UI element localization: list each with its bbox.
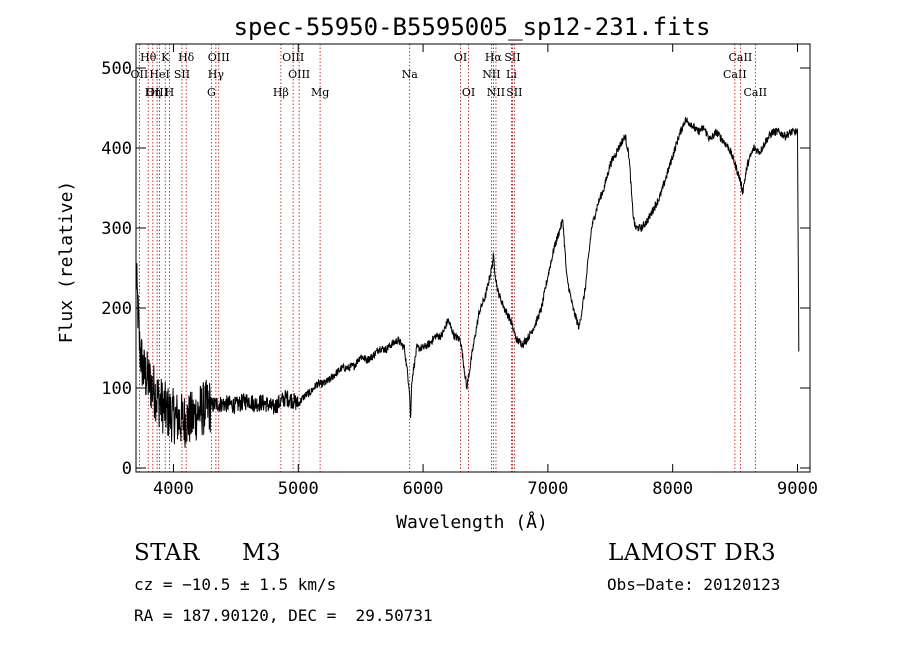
y-tick-label: 100 (101, 379, 132, 399)
line-marker-label: OIII (288, 68, 310, 81)
line-marker-label: OIII (146, 86, 168, 99)
obs-date: Obs−Date: 20120123 (607, 575, 781, 594)
chart-title: spec-55950-B5595005_sp12-231.fits (234, 13, 711, 41)
plot-frame (135, 43, 811, 473)
series-layer (135, 116, 800, 448)
line-marker-label: Na (402, 68, 419, 81)
line-marker-label: Hγ (208, 68, 225, 81)
y-tick-label: 0 (122, 459, 132, 479)
line-marker-label: CaII (723, 68, 747, 81)
line-marker-label: SII (174, 68, 190, 81)
x-tick-label: 8000 (652, 479, 693, 499)
line-marker-label: OI (454, 51, 467, 64)
x-tick-label: 6000 (403, 479, 444, 499)
line-marker-label: Mg (311, 86, 329, 99)
line-marker-label: Hδ (178, 51, 195, 64)
y-tick-label: 300 (101, 219, 132, 239)
line-marker-label: SII (504, 51, 520, 64)
object-subclass: M3 (242, 540, 282, 566)
coordinates: RA = 187.90120, DEC = 29.50731 (134, 606, 433, 625)
x-tick-label: 9000 (777, 479, 818, 499)
x-axis-label: Wavelength (Å) (396, 511, 548, 533)
line-marker-label: CaII (729, 51, 753, 64)
line-marker-label: Li (506, 68, 517, 81)
line-marker-label: CaII (743, 86, 767, 99)
line-marker-label: G (207, 86, 216, 99)
y-axis-label: Flux (relative) (56, 181, 77, 344)
line-marker-label: OII (131, 68, 149, 81)
survey-name: LAMOST DR3 (608, 540, 777, 566)
line-marker-label: NII (487, 86, 505, 99)
line-marker-label: OIII (282, 51, 304, 64)
object-class: STAR (134, 540, 200, 566)
y-tick-label: 400 (101, 139, 132, 159)
line-marker-label: Hβ (273, 86, 289, 99)
x-tick-label: 5000 (278, 479, 319, 499)
y-tick-label: 200 (101, 299, 132, 319)
line-marker-label: H (165, 86, 175, 99)
line-marker-label: K (161, 51, 170, 64)
y-tick-label: 500 (101, 59, 132, 79)
x-tick-label: 4000 (153, 479, 194, 499)
line-marker-label: OIII (208, 51, 230, 64)
axis-layer: 4000 5000 6000 7000 8000 9000 0 100 200 300 400 500 (101, 44, 818, 499)
line-marker-label: OI (462, 86, 475, 99)
line-marker-label: SII (506, 86, 522, 99)
x-tick-label: 7000 (527, 479, 568, 499)
line-marker-label: Hθ (140, 51, 157, 64)
line-marker-label: NII (482, 68, 500, 81)
line-marker-label: Hα (485, 51, 503, 64)
redshift-value: cz = −10.5 ± 1.5 km/s (134, 575, 337, 594)
line-marker-label: Hη (145, 86, 161, 99)
line-marker-label: HeI (149, 68, 169, 81)
spectrum-line (135, 116, 800, 448)
